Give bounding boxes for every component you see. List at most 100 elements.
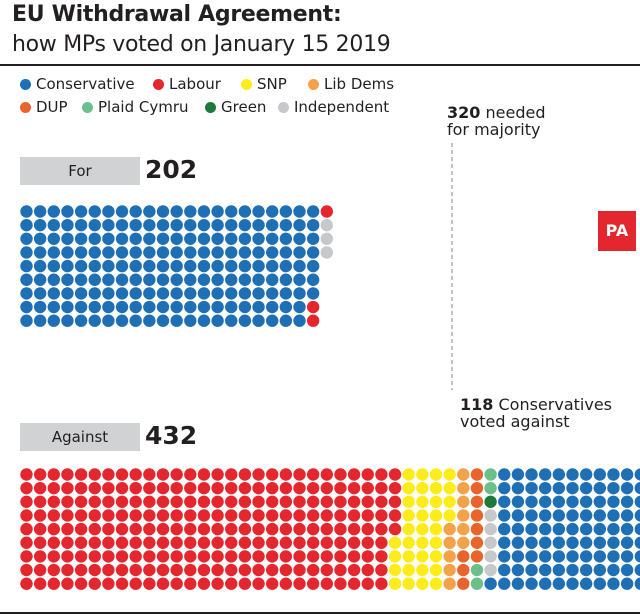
seat-dot-for-conservative	[47, 259, 60, 273]
seat-dot-against-labour	[375, 563, 388, 577]
seat-dot-for-conservative	[61, 246, 74, 259]
seat-dot-against-labour	[156, 495, 170, 508]
seat-dot-for-conservative	[47, 273, 60, 286]
seat-dot-for-conservative	[306, 232, 320, 245]
seat-dot-for-conservative	[266, 287, 279, 300]
seat-dot-for-conservative	[102, 246, 115, 259]
seat-dot-against-conservative	[620, 522, 634, 536]
seat-dot-against-labour	[88, 577, 101, 590]
seat-dot-against-labour	[252, 481, 265, 495]
seat-dot-against-conservative	[552, 509, 566, 522]
seat-dot-against-snp	[429, 509, 443, 522]
seat-dot-for-conservative	[170, 314, 183, 327]
seat-dot-against-plaid-cymru	[484, 468, 497, 481]
seat-dot-against-labour	[61, 481, 74, 495]
seat-dot-for-conservative	[143, 300, 156, 314]
seat-dot-against-lib-dems	[457, 468, 470, 481]
seat-dot-against-conservative	[498, 550, 511, 563]
seat-dot-against-conservative	[566, 481, 579, 495]
seat-dot-against-conservative	[566, 536, 579, 549]
legend-item-dup: DUP	[20, 98, 68, 116]
legend-label: Lib Dems	[324, 75, 395, 93]
seat-dot-against-labour	[156, 563, 170, 577]
seat-dot-against-conservative	[498, 563, 511, 577]
seat-dot-against-conservative	[566, 495, 579, 508]
seat-dot-for-conservative	[20, 259, 33, 273]
seat-dot-against-conservative	[607, 481, 620, 495]
seat-dot-against-snp	[416, 481, 429, 495]
seat-dot-against-conservative	[579, 563, 593, 577]
seat-dot-against-conservative	[539, 468, 552, 481]
seat-dot-for-conservative	[156, 300, 170, 314]
seat-dot-for-conservative	[211, 287, 224, 300]
seat-dot-against-snp	[402, 481, 415, 495]
seat-dot-for-conservative	[279, 205, 293, 218]
seat-dot-against-snp	[416, 468, 429, 481]
seat-dot-against-snp	[416, 563, 429, 577]
seat-dot-against-labour	[266, 563, 279, 577]
seat-dot-against-conservative	[607, 550, 620, 563]
seat-dot-against-labour	[102, 468, 115, 481]
seat-dot-against-labour	[197, 536, 211, 549]
seat-dot-against-labour	[347, 495, 361, 508]
seat-dot-against-labour	[361, 468, 374, 481]
seat-dot-against-labour	[47, 577, 60, 590]
seat-dot-for-conservative	[211, 246, 224, 259]
seat-dot-against-labour	[347, 468, 361, 481]
seat-dot-for-conservative	[293, 259, 306, 273]
seat-dot-for-conservative	[184, 232, 197, 245]
seat-dot-for-conservative	[33, 287, 47, 300]
seat-dot-against-conservative	[539, 536, 552, 549]
seat-dot-against-labour	[74, 509, 88, 522]
seat-dot-against-labour	[266, 495, 279, 508]
seat-dot-against-conservative	[498, 577, 511, 590]
seat-dot-against-labour	[306, 495, 320, 508]
seat-dot-against-labour	[266, 550, 279, 563]
legend-item-green: Green	[205, 98, 266, 116]
seat-dot-against-labour	[184, 468, 197, 481]
seat-dot-for-conservative	[88, 300, 101, 314]
seat-dot-against-dup	[470, 481, 484, 495]
seat-dot-against-dup	[457, 563, 470, 577]
seat-dot-for-conservative	[211, 232, 224, 245]
seat-dot-for-conservative	[74, 314, 88, 327]
seat-dot-against-snp	[388, 536, 402, 549]
seat-dot-against-labour	[320, 495, 333, 508]
seat-dot-against-conservative	[552, 536, 566, 549]
seat-dot-against-labour	[61, 577, 74, 590]
seat-dot-against-labour	[61, 563, 74, 577]
seat-dot-for-conservative	[293, 273, 306, 286]
seat-dot-for-conservative	[143, 246, 156, 259]
seat-dot-for-conservative	[129, 259, 142, 273]
seat-dot-for-conservative	[170, 218, 183, 232]
seat-dot-against-labour	[184, 495, 197, 508]
seat-dot-against-dup	[457, 577, 470, 590]
seat-dot-against-labour	[197, 509, 211, 522]
seat-dot-against-conservative	[511, 536, 525, 549]
seat-dot-for-conservative	[102, 300, 115, 314]
seat-dot-for-conservative	[238, 259, 252, 273]
seat-dot-against-conservative	[525, 550, 538, 563]
legend-swatch	[241, 78, 252, 90]
seat-dot-against-conservative	[498, 495, 511, 508]
seat-dot-for-conservative	[238, 287, 252, 300]
seat-dot-for-conservative	[266, 232, 279, 245]
seat-dot-for-conservative	[252, 232, 265, 245]
seat-dot-for-conservative	[102, 273, 115, 286]
seat-dot-against-conservative	[525, 468, 538, 481]
seat-dot-for-conservative	[129, 232, 142, 245]
seat-dot-against-conservative	[593, 468, 606, 481]
seat-dot-against-snp	[429, 468, 443, 481]
seat-dot-against-labour	[129, 481, 142, 495]
seat-dot-against-conservative	[484, 577, 497, 590]
seat-dot-against-conservative	[593, 577, 606, 590]
majority-text: needed	[480, 103, 546, 122]
seat-dot-against-conservative	[593, 522, 606, 536]
seat-dot-against-lib-dems	[457, 536, 470, 549]
seat-dot-against-conservative	[566, 577, 579, 590]
seat-dot-against-conservative	[634, 468, 640, 481]
seat-dot-against-labour	[102, 509, 115, 522]
seat-dot-against-independent	[484, 509, 497, 522]
seat-dot-against-snp	[402, 536, 415, 549]
chart-title: EU Withdrawal Agreement:	[12, 2, 342, 27]
